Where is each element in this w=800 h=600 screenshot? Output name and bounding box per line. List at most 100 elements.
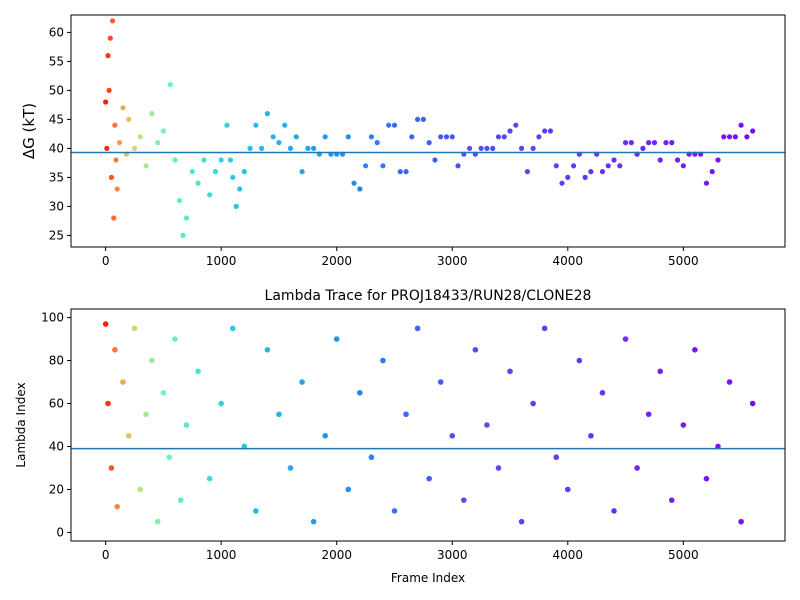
data-point (680, 422, 687, 428)
data-point (189, 169, 195, 175)
data-point (380, 163, 386, 169)
data-point (709, 169, 715, 175)
data-point (426, 475, 432, 482)
data-point (397, 169, 403, 175)
data-point (645, 411, 652, 418)
data-point (501, 134, 507, 140)
data-point (183, 215, 190, 221)
data-point (107, 35, 113, 41)
data-point (218, 400, 224, 407)
data-point (449, 134, 455, 140)
y-tick-label: 60 (49, 25, 64, 39)
y-tick-label: 60 (49, 397, 64, 411)
data-point (391, 508, 398, 514)
data-point (646, 140, 652, 146)
data-point (495, 134, 502, 140)
data-point (438, 134, 444, 140)
data-point (126, 116, 132, 122)
data-point (112, 122, 118, 128)
data-point (391, 122, 398, 128)
data-point (253, 508, 259, 514)
data-point (715, 157, 721, 163)
x-tick-label: 3000 (437, 254, 468, 268)
data-point (368, 454, 375, 461)
y-tick-label: 50 (49, 83, 64, 97)
data-point (744, 134, 750, 140)
data-point (738, 122, 744, 128)
data-point (351, 180, 357, 186)
y-tick-label: 0 (56, 525, 64, 539)
data-point (108, 465, 115, 471)
bottom-axes-frame (70, 308, 786, 542)
x-tick-label: 4000 (553, 548, 584, 562)
data-point (114, 503, 121, 510)
data-point (495, 465, 502, 471)
data-point (634, 465, 640, 471)
data-point (363, 163, 369, 169)
data-point (380, 357, 386, 364)
data-point (166, 454, 173, 461)
y-tick-label: 25 (49, 228, 64, 242)
data-point (490, 145, 496, 151)
data-point (547, 128, 554, 134)
data-point (125, 432, 132, 439)
data-point (368, 134, 374, 140)
top-panel: 0 1000 2000 3000 4000 5000 25 30 35 40 45 50 55 60 Δ… (20, 14, 786, 268)
x-tick-label: 4000 (553, 254, 584, 268)
data-point (155, 140, 161, 146)
data-point (449, 432, 456, 439)
data-point (102, 321, 109, 327)
bottom-x-axis-label: Frame Index (391, 571, 465, 585)
data-point (559, 180, 565, 186)
data-point (599, 169, 606, 175)
data-point (112, 347, 118, 353)
data-point (518, 145, 525, 151)
data-point (611, 508, 617, 514)
data-point (443, 134, 450, 140)
data-point (160, 128, 167, 134)
data-point (622, 336, 629, 342)
data-point (180, 232, 186, 238)
data-point (726, 134, 733, 140)
data-point (207, 192, 213, 198)
data-point (345, 486, 352, 493)
data-point (143, 411, 149, 418)
data-point (259, 145, 265, 151)
data-point (750, 128, 756, 134)
data-point (305, 145, 311, 151)
data-point (420, 116, 426, 122)
data-point (287, 145, 294, 151)
x-tick-label: 5000 (668, 254, 699, 268)
data-point (617, 163, 623, 169)
data-point (201, 157, 207, 163)
data-point (611, 157, 617, 163)
x-tick-label: 2000 (321, 548, 352, 562)
data-point (599, 389, 606, 396)
data-point (227, 157, 234, 163)
data-point (524, 169, 530, 175)
data-point (116, 140, 123, 146)
data-point (403, 169, 409, 175)
data-point (726, 379, 733, 385)
data-point (674, 157, 681, 163)
bottom-panel: Lambda Trace for PROJ18433/RUN28/CLONE28… (14, 288, 786, 585)
data-point (237, 186, 243, 192)
data-point (137, 134, 143, 140)
data-point (692, 347, 698, 353)
data-point (241, 169, 247, 175)
top-y-axis-label: ΔG (kT) (20, 103, 38, 159)
data-point (541, 325, 548, 332)
data-point (461, 497, 467, 503)
data-point (507, 368, 513, 375)
data-point (576, 357, 583, 364)
data-point (264, 347, 271, 353)
x-tick-label: 0 (102, 548, 110, 562)
data-point (131, 325, 138, 332)
data-point (172, 157, 178, 163)
data-point (310, 518, 317, 525)
data-point (103, 99, 109, 105)
data-point (640, 145, 646, 151)
y-tick-label: 40 (49, 439, 64, 453)
data-point (154, 518, 161, 525)
data-point (345, 134, 351, 140)
